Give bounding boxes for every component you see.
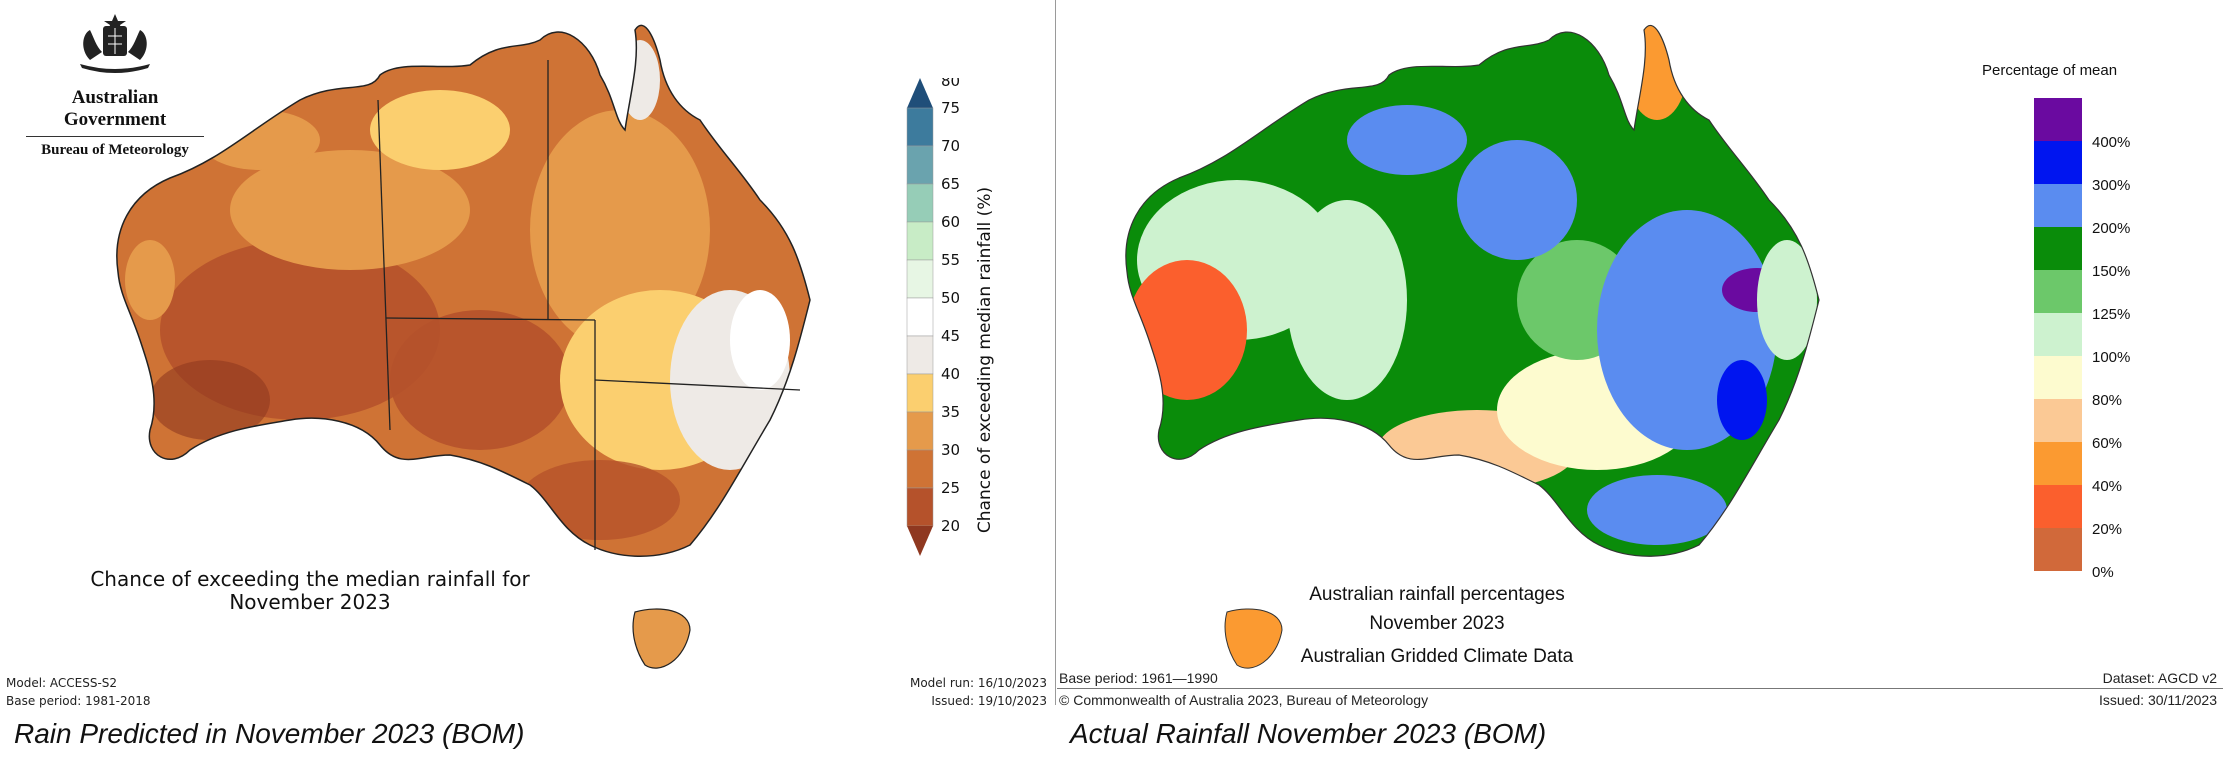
legend-label-20pct: 20%: [2092, 521, 2122, 538]
legend-swatch-400pct: [2034, 98, 2082, 141]
predicted-caption: Rain Predicted in November 2023 (BOM): [14, 718, 525, 749]
legend-label-30: 30: [941, 441, 960, 459]
panel-divider: [1055, 0, 1056, 705]
legend-label-400pct: 400%: [2092, 134, 2130, 151]
government-logo: Australian Government Bureau of Meteorol…: [20, 12, 210, 159]
legend-label-55: 55: [941, 251, 960, 269]
model-run-date: Model run: 16/10/2023: [909, 676, 1047, 690]
legend-band-65: [906, 183, 934, 223]
legend-label-150pct: 150%: [2092, 263, 2130, 280]
predicted-map-title: Chance of exceeding the median rainfall …: [60, 568, 560, 614]
coat-of-arms-icon: [80, 14, 150, 73]
legend-band-70: [906, 145, 934, 185]
legend-band-25: [906, 487, 934, 527]
legend-swatch-0pct: [2034, 528, 2082, 571]
actual-map-title-line1: Australian rainfall percentages: [1309, 584, 1565, 605]
predicted-map-title-line2: November 2023: [229, 590, 391, 614]
predicted-rainfall-map-panel: Australian Government Bureau of Meteorol…: [0, 0, 1055, 710]
legend-label-40pct: 40%: [2092, 478, 2122, 495]
legend-band-40: [906, 373, 934, 413]
actual-map-title-line3: Australian Gridded Climate Data: [1300, 646, 1574, 667]
legend-swatch-125pct: [2034, 270, 2082, 313]
actual-rainfall-map-panel: Percentage of mean 400% 300% 200% 150% 125% 1…: [1057, 0, 2223, 710]
legend-swatch-150pct: [2034, 227, 2082, 270]
legend-swatch-100pct: [2034, 313, 2082, 356]
logo-divider: [26, 136, 204, 137]
legend-band-30: [906, 449, 934, 489]
legend-swatch-20pct: [2034, 485, 2082, 528]
government-name: Australian Government: [63, 87, 167, 130]
right-issued-date: Issued: 30/11/2023: [2098, 692, 2217, 708]
predicted-rainfall-map: [116, 24, 811, 669]
legend-band-35: [906, 411, 934, 451]
legend-band-50: [906, 297, 934, 337]
legend-label-75: 75: [941, 99, 960, 117]
legend-band-55: [906, 259, 934, 299]
legend-swatch-300pct: [2034, 141, 2082, 184]
actual-map-title-line2: November 2023: [1369, 613, 1505, 634]
legend-swatch-200pct: [2034, 184, 2082, 227]
actual-legend-colorbar: 400% 300% 200% 150% 125% 100% 80% 60% 40% 20% 0%: [2034, 98, 2130, 578]
legend-band-45: [906, 335, 934, 375]
legend-label-40: 40: [941, 365, 960, 383]
legend-label-0pct: 0%: [2092, 564, 2114, 578]
legend-label-70: 70: [941, 137, 960, 155]
legend-band-75: [906, 107, 934, 147]
actual-caption: Actual Rainfall November 2023 (BOM): [1070, 718, 1547, 749]
copyright-notice: © Commonwealth of Australia 2023, Bureau…: [1059, 692, 1429, 708]
predicted-map-title-line1: Chance of exceeding the median rainfall …: [90, 567, 530, 591]
legend-swatch-40pct: [2034, 442, 2082, 485]
legend-swatch-80pct: [2034, 356, 2082, 399]
footer-rule: [1057, 688, 2223, 689]
legend-label-300pct: 300%: [2092, 177, 2130, 194]
left-issued-date: Issued: 19/10/2023: [931, 694, 1047, 708]
actual-rainfall-map: [1125, 24, 1820, 669]
predicted-legend-title: Chance of exceeding median rainfall (%): [975, 186, 995, 534]
legend-label-35: 35: [941, 403, 960, 421]
legend-label-25: 25: [941, 479, 960, 497]
predicted-legend-colorbar: 80 75 70 65 60 55 50 45 40 35 30 25 20: [906, 78, 960, 556]
legend-label-45: 45: [941, 327, 960, 345]
left-base-period: Base period: 1981-2018: [6, 694, 151, 708]
actual-legend-title: Percentage of mean: [1982, 62, 2118, 79]
legend-label-65: 65: [941, 175, 960, 193]
legend-label-125pct: 125%: [2092, 306, 2130, 323]
legend-label-60pct: 60%: [2092, 435, 2122, 452]
legend-swatch-60pct: [2034, 399, 2082, 442]
legend-label-80: 80: [941, 78, 960, 90]
legend-label-60: 60: [941, 213, 960, 231]
legend-label-50: 50: [941, 289, 960, 307]
legend-label-200pct: 200%: [2092, 220, 2130, 237]
bureau-name: Bureau of Meteorology: [41, 142, 189, 158]
legend-band-60: [906, 221, 934, 261]
legend-label-80pct: 80%: [2092, 392, 2122, 409]
dataset-label: Dataset: AGCD v2: [2102, 670, 2217, 686]
right-base-period: Base period: 1961—1990: [1059, 670, 1218, 686]
model-label: Model: ACCESS-S2: [6, 676, 118, 690]
legend-label-20: 20: [941, 517, 960, 535]
legend-label-100pct: 100%: [2092, 349, 2130, 366]
